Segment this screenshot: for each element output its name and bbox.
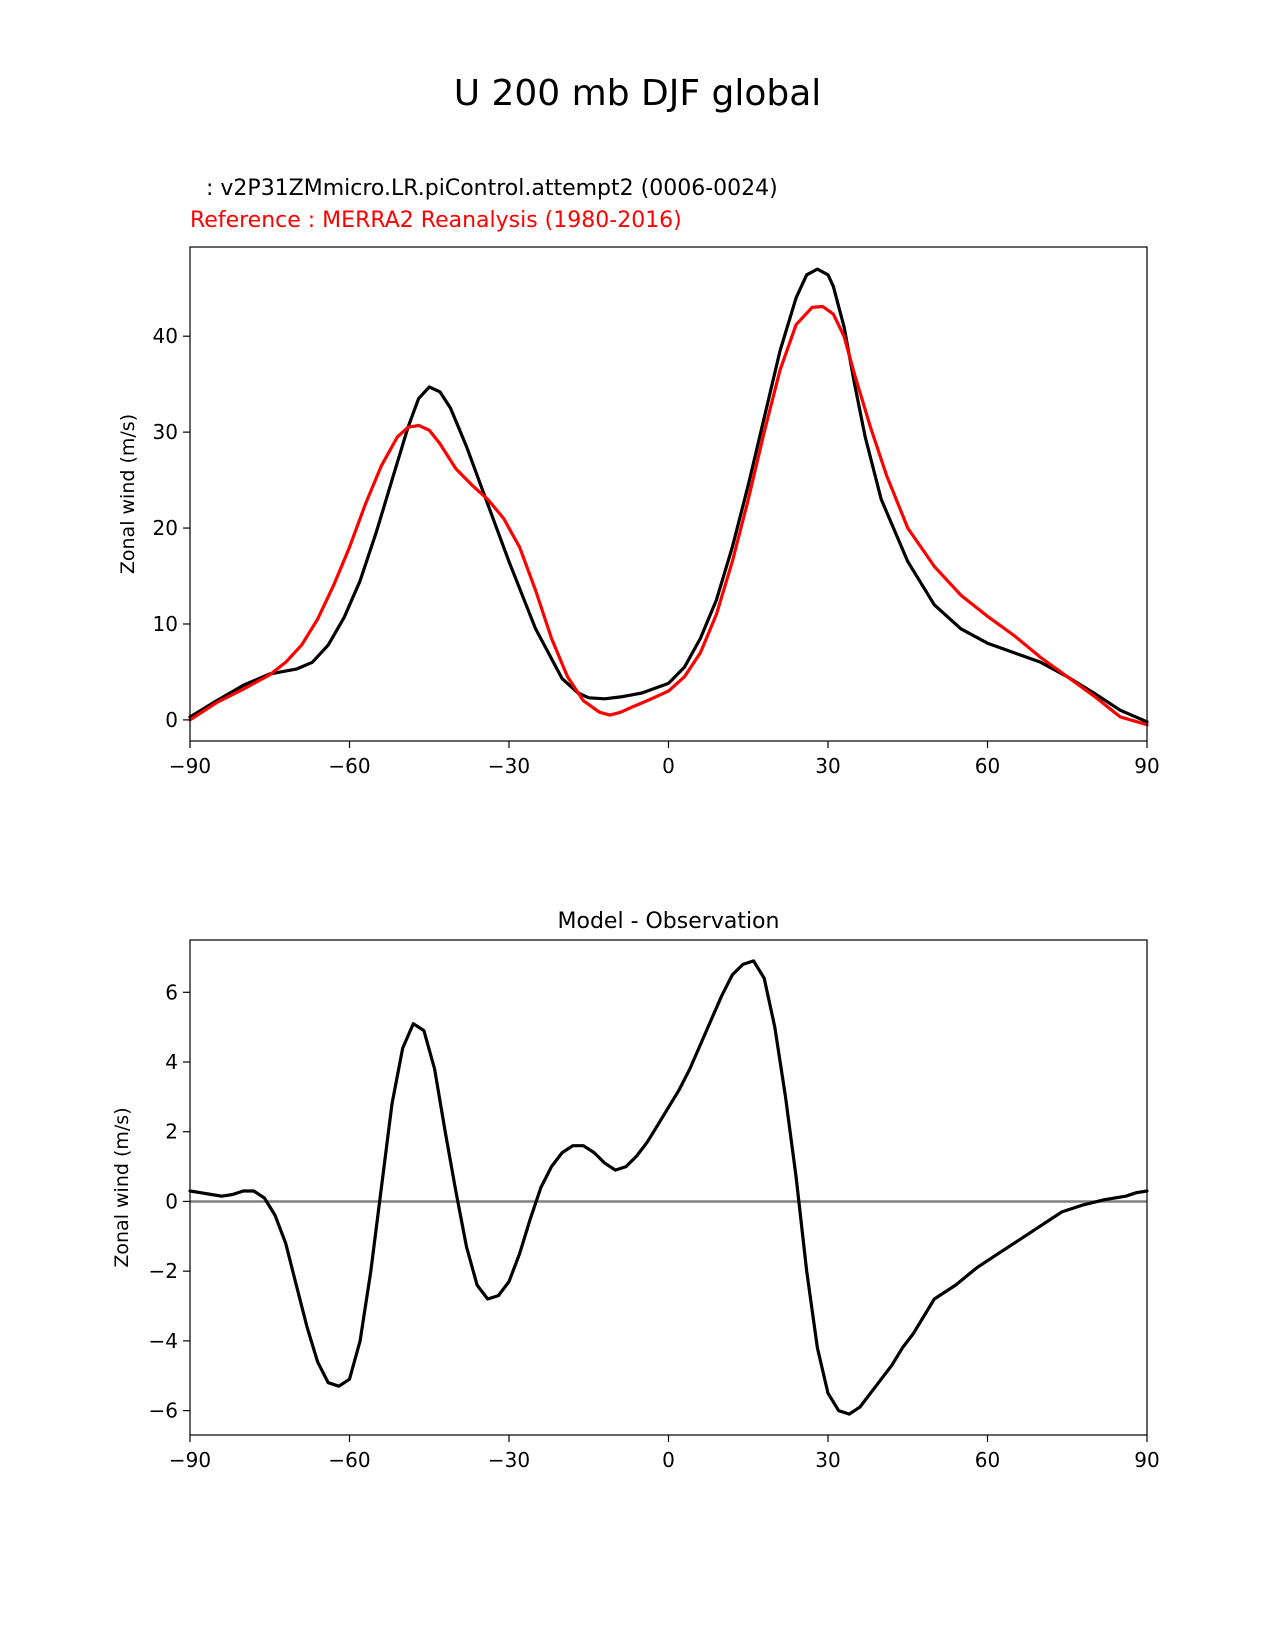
chart-2-y-tick-label: 0 [165, 1189, 178, 1213]
chart-2-y-tick-label: 2 [165, 1120, 178, 1144]
chart-1-series-1-line [188, 267, 1149, 724]
chart-2-y-tick-label: 6 [165, 980, 178, 1004]
chart-1-axes-frame [189, 246, 1148, 742]
chart-1-y-tick-label: 0 [165, 708, 178, 732]
chart-2-axes-frame [189, 939, 1148, 1436]
chart-2-x-tick-label: 90 [1134, 1448, 1159, 1472]
chart-1-x-tick-label: 90 [1134, 754, 1159, 778]
chart-1-y-tick-label: 30 [153, 420, 178, 444]
chart-1-x-tick-label: 30 [815, 754, 840, 778]
chart-1-y-tick-label: 10 [153, 612, 178, 636]
chart-1-y-tick-label: 20 [153, 516, 178, 540]
chart-1-y-axis-label: Zonal wind (m/s) [117, 414, 139, 574]
chart-2-series-1-line [188, 959, 1149, 1416]
chart-1-y-tick-label: 40 [153, 324, 178, 348]
chart-1-x-tick-label: −60 [328, 754, 370, 778]
chart-1-x-tick-label: −90 [169, 754, 211, 778]
reference-dataset-label: Reference : MERRA2 Reanalysis (1980-2016… [190, 208, 682, 233]
chart-2-y-tick-label: 4 [165, 1050, 178, 1074]
figure-title: U 200 mb DJF global [453, 73, 822, 114]
chart-2-y-tick-label: −2 [149, 1259, 178, 1283]
chart-2-title: Model - Observation [558, 909, 780, 934]
chart-2-x-tick-label: 60 [975, 1448, 1000, 1472]
chart-2-x-tick-label: −60 [328, 1448, 370, 1472]
chart-1-series-2-line [188, 304, 1149, 727]
chart-1-x-tick-label: −30 [488, 754, 530, 778]
chart-2-x-tick-label: −30 [488, 1448, 530, 1472]
chart-2-x-tick-label: 30 [815, 1448, 840, 1472]
test-dataset-label: : v2P31ZMmicro.LR.piControl.attempt2 (00… [206, 176, 778, 201]
chart-2-x-tick-label: −90 [169, 1448, 211, 1472]
chart-2-y-axis-label: Zonal wind (m/s) [111, 1107, 133, 1267]
chart-1-x-tick-label: 0 [662, 754, 675, 778]
chart-2-x-tick-label: 0 [662, 1448, 675, 1472]
chart-1-x-tick-label: 60 [975, 754, 1000, 778]
chart-2-y-tick-label: −4 [149, 1329, 178, 1353]
chart-2-y-tick-label: −6 [149, 1399, 178, 1423]
